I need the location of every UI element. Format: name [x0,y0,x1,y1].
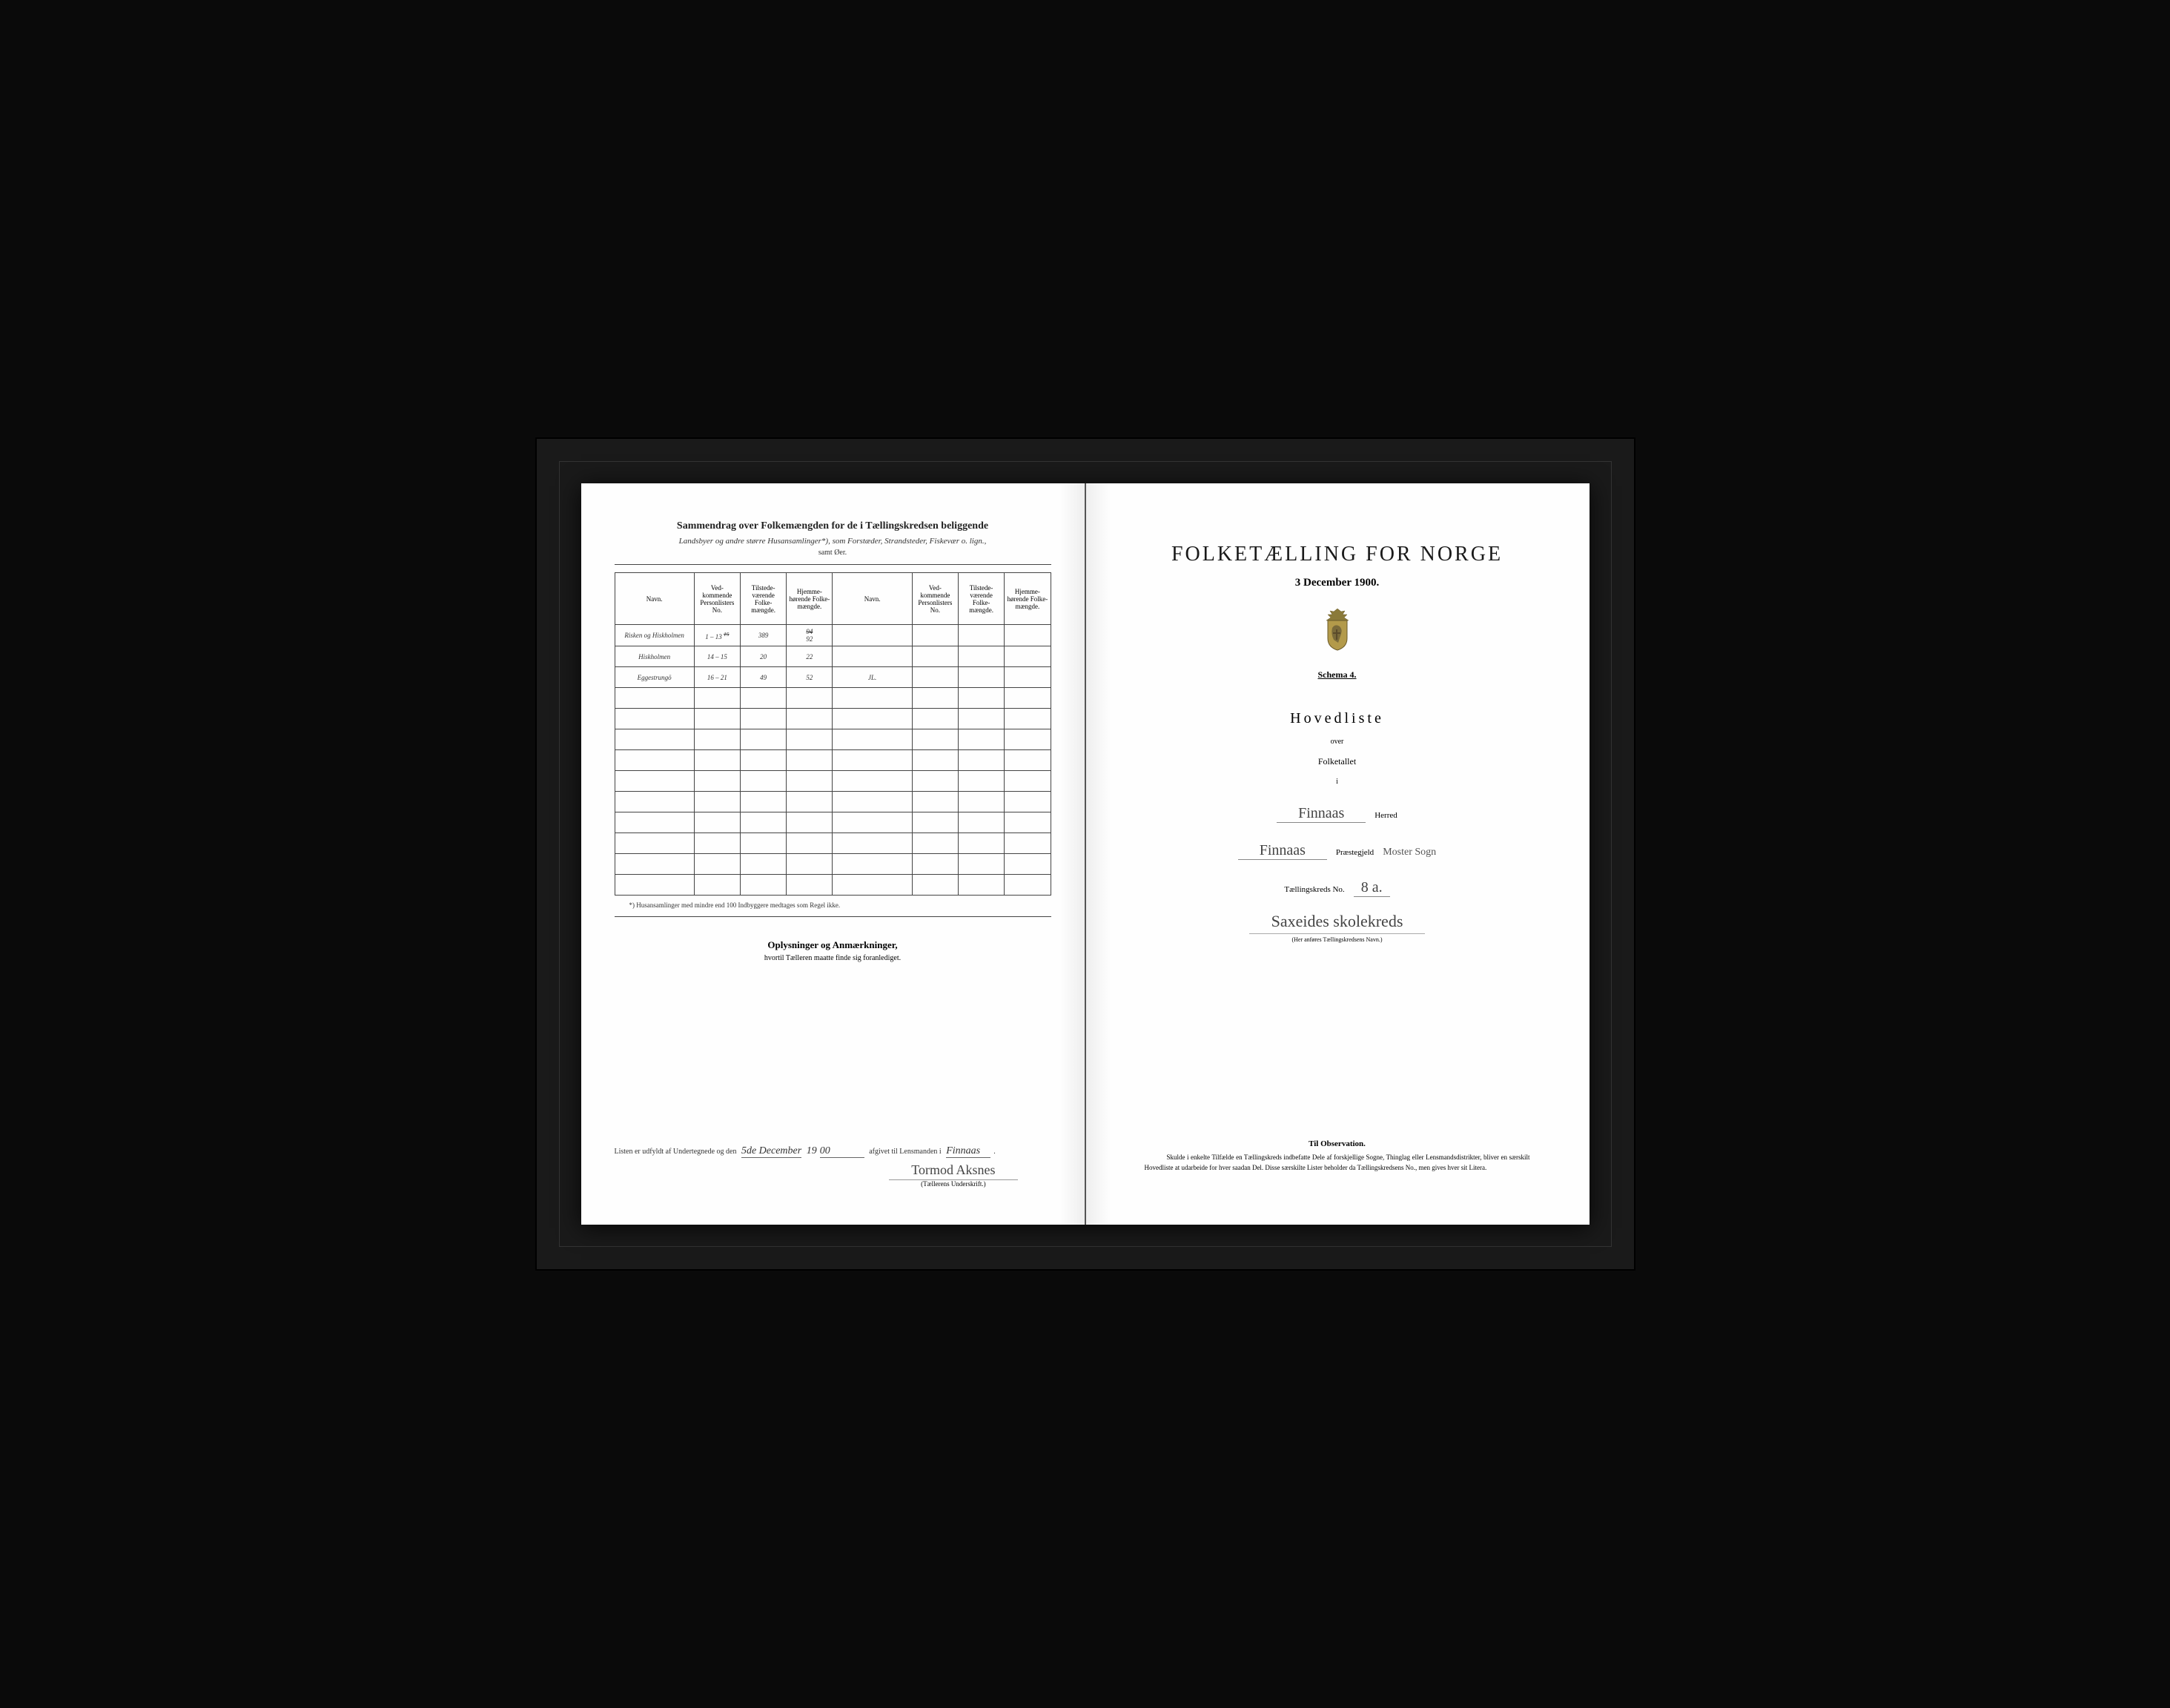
row-hj-value: 92 [806,635,813,643]
kreds-no-row: Tællingskreds No. 8 a. [1119,879,1556,897]
praestegjeld-label: Præstegjeld [1336,848,1374,857]
table-row [615,875,1051,896]
norway-arms-svg [1319,607,1356,652]
row-name: Eggestrungö [615,667,694,688]
summary-subtitle-1: Landsbyer og andre større Husansamlinger… [615,537,1051,546]
empty-cell [1005,646,1051,667]
table-row [615,729,1051,750]
empty-cell [833,646,912,667]
table-row [615,792,1051,812]
praestegjeld-row: Finnaas Præstegjeld Moster Sogn [1119,842,1556,860]
empty-cell [912,646,958,667]
table-row: Hiskholmen 14 – 15 20 22 [615,646,1051,667]
completion-statement: Listen er udfyldt af Undertegnede og den… [615,1145,1051,1158]
hovedliste-heading: Hovedliste [1119,710,1556,727]
census-date: 3 December 1900. [1119,577,1556,589]
completion-place: Finnaas [946,1145,990,1158]
i-text: i [1119,778,1556,786]
herred-label: Herred [1375,811,1397,820]
summary-title: Sammendrag over Folkemængden for de i Tæ… [615,520,1051,532]
row-name: Risken og Hiskholmen [615,625,694,646]
header-hjemme-2: Hjemme-hørende Folke-mængde. [1005,573,1051,625]
row-hj: 52 [787,667,833,688]
schema-label: Schema 4. [1119,669,1556,681]
completion-text-2: afgivet til Lensmanden i [869,1148,941,1156]
table-row [615,854,1051,875]
empty-cell [833,625,912,646]
row-no: 1 – 13 15 [694,625,740,646]
kreds-no-value: 8 a. [1354,879,1390,897]
observation-block: Til Observation. Skulde i enkelte Tilfæl… [1145,1139,1530,1173]
row-no: 16 – 21 [694,667,740,688]
remarks-title: Oplysninger og Anmærkninger, [615,939,1051,951]
signature-label: (Tællerens Underskrift.) [889,1180,1017,1188]
row-no: 14 – 15 [694,646,740,667]
header-personlist: Ved-kommende Personlisters No. [694,573,740,625]
row-hj: 94 92 [787,625,833,646]
table-body: Risken og Hiskholmen 1 – 13 15 389 94 92… [615,625,1051,896]
header-personlist-2: Ved-kommende Personlisters No. [912,573,958,625]
herred-row: Finnaas Herred [1119,805,1556,823]
table-row [615,771,1051,792]
header-tilstede-2: Tilstede-værende Folke-mængde. [958,573,1004,625]
row-no-correction: 15 [724,631,730,638]
photo-frame: Sammendrag over Folkemængden for de i Tæ… [535,437,1635,1271]
rule-line [615,916,1051,917]
row-name: Hiskholmen [615,646,694,667]
table-row [615,812,1051,833]
table-row [615,833,1051,854]
table-row: Eggestrungö 16 – 21 49 52 JL. [615,667,1051,688]
header-name: Navn. [615,573,694,625]
header-tilstede: Tilstede-værende Folke-mængde. [741,573,787,625]
table-row [615,709,1051,729]
coat-of-arms-icon [1319,607,1356,652]
book-spine [1085,483,1086,1225]
open-book: Sammendrag over Folkemængden for de i Tæ… [581,483,1590,1225]
table-row [615,688,1051,709]
initials-cell: JL. [833,667,912,688]
population-table: Navn. Ved-kommende Personlisters No. Til… [615,572,1051,896]
observation-text: Skulde i enkelte Tilfælde en Tællingskre… [1145,1153,1530,1173]
table-header-row: Navn. Ved-kommende Personlisters No. Til… [615,573,1051,625]
left-page: Sammendrag over Folkemængden for de i Tæ… [581,483,1085,1225]
signature-block: Tormod Aksnes (Tællerens Underskrift.) [889,1162,1017,1188]
empty-cell [912,625,958,646]
header-name-2: Navn. [833,573,912,625]
praestegjeld-value: Finnaas [1238,842,1327,860]
summary-subtitle-2: samt Øer. [615,549,1051,557]
empty-cell [1005,667,1051,688]
folketallet-text: Folketallet [1119,756,1556,767]
row-til: 49 [741,667,787,688]
row-hj: 22 [787,646,833,667]
observation-title: Til Observation. [1145,1139,1530,1148]
over-text: over [1119,738,1556,746]
completion-date: 5de December [741,1145,801,1158]
kreds-no-label: Tællingskreds No. [1284,885,1344,894]
completion-text-1: Listen er udfyldt af Undertegnede og den [615,1148,737,1156]
title-page-content: FOLKETÆLLING FOR NORGE 3 December 1900. … [1119,543,1556,943]
empty-cell [912,667,958,688]
table-footnote: *) Husansamlinger med mindre end 100 Ind… [615,901,1051,909]
table-row: Risken og Hiskholmen 1 – 13 15 389 94 92 [615,625,1051,646]
census-title: FOLKETÆLLING FOR NORGE [1119,543,1556,566]
right-page: FOLKETÆLLING FOR NORGE 3 December 1900. … [1085,483,1590,1225]
table-row [615,750,1051,771]
row-no-value: 1 – 13 [705,633,722,640]
herred-value: Finnaas [1277,805,1366,823]
remarks-subtitle: hvortil Tælleren maatte finde sig foranl… [615,954,1051,962]
rule-line [615,564,1051,565]
empty-cell [1005,625,1051,646]
row-til: 20 [741,646,787,667]
header-hjemme: Hjemme-hørende Folke-mængde. [787,573,833,625]
empty-cell [958,625,1004,646]
sogn-value: Moster Sogn [1383,847,1436,858]
signature-name: Tormod Aksnes [889,1162,1017,1180]
kreds-name: Saxeides skolekreds [1249,912,1426,934]
empty-cell [958,646,1004,667]
completion-year: 00 [820,1145,864,1158]
kreds-note: (Her anføres Tællingskredsens Navn.) [1119,936,1556,943]
row-til: 389 [741,625,787,646]
row-hj-correction: 94 [806,628,813,635]
empty-cell [958,667,1004,688]
